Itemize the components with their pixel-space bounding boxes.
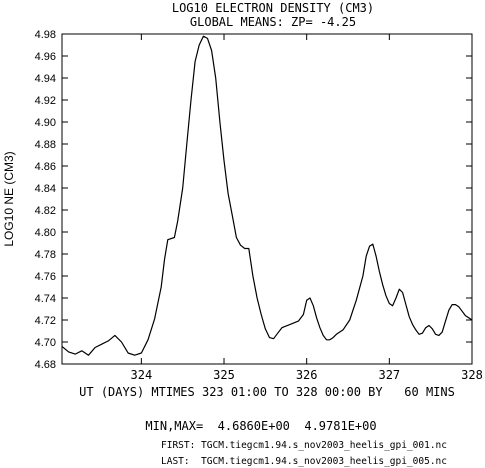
last-file-text: LAST: TGCM.tiegcm1.94.s_nov2003_heelis_g…: [161, 456, 447, 467]
y-tick-label: 4.72: [35, 315, 56, 327]
y-tick-label: 4.98: [35, 29, 56, 41]
series-line: [61, 35, 473, 356]
y-tick-label: 4.94: [35, 73, 56, 85]
x-tick-label: 325: [213, 368, 235, 382]
x-tick-label: 326: [296, 368, 318, 382]
min-max-text: MIN,MAX= 4.6860E+00 4.9781E+00: [145, 419, 376, 433]
x-tick-label: 324: [131, 368, 153, 382]
y-tick-label: 4.82: [35, 205, 56, 217]
y-tick-label: 4.90: [35, 117, 56, 129]
series-layer: [61, 35, 473, 356]
y-tick-label: 4.92: [35, 95, 56, 107]
y-axis: 4.68 4.70 4.72 4.74 4.76 4.78 4.80 4.82 4.84 4.86…: [35, 29, 472, 371]
x-axis-label: UT (DAYS) MTIMES 323 01:00 TO 328 00:00 …: [79, 385, 455, 399]
y-tick-label: 4.80: [35, 227, 56, 239]
chart-title: LOG10 ELECTRON DENSITY (CM3): [172, 1, 374, 15]
x-tick-label: 328: [461, 368, 483, 382]
x-axis: 324 325 326 327 328: [131, 34, 483, 382]
y-tick-label: 4.68: [35, 359, 56, 371]
first-file-text: FIRST: TGCM.tiegcm1.94.s_nov2003_heelis_…: [161, 440, 447, 451]
y-tick-label: 4.74: [35, 293, 56, 305]
chart-subtitle: GLOBAL MEANS: ZP= -4.25: [190, 15, 356, 29]
y-tick-label: 4.88: [35, 139, 56, 151]
y-tick-label: 4.78: [35, 249, 56, 261]
y-tick-label: 4.96: [35, 51, 56, 63]
y-tick-label: 4.84: [35, 183, 56, 195]
y-axis-label: LOG10 NE (CM3): [2, 151, 16, 246]
y-tick-label: 4.70: [35, 337, 56, 349]
plot-frame: [61, 33, 473, 365]
x-tick-label: 327: [378, 368, 400, 382]
y-tick-label: 4.86: [35, 161, 56, 173]
y-tick-label: 4.76: [35, 271, 56, 283]
